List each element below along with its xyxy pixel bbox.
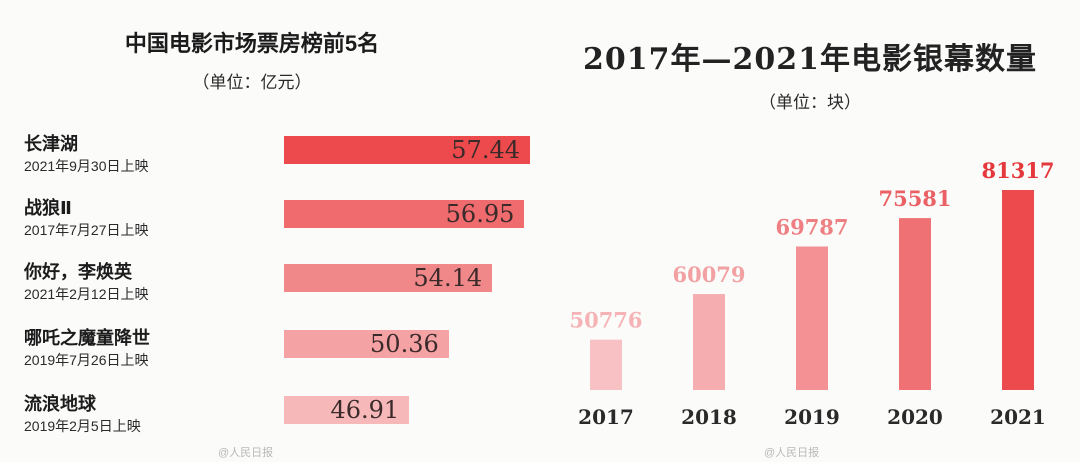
screen-count-bar-chart: 50776 2017 60079 2018 69787 2019 75581 2020 8131… bbox=[569, 158, 1054, 429]
bar-value-label: 60079 bbox=[672, 262, 745, 287]
year-tick-label: 2019 bbox=[784, 405, 840, 429]
film-release-date: 2017年7月27日上映 bbox=[24, 222, 149, 238]
bar-value-label: 75581 bbox=[878, 186, 951, 211]
film-row: 长津湖 2021年9月30日上映 57.44 bbox=[24, 130, 530, 178]
bar-value-label: 50.36 bbox=[370, 330, 439, 358]
film-release-date: 2019年7月26日上映 bbox=[24, 352, 149, 368]
bar-value-label: 69787 bbox=[775, 214, 848, 239]
weibo-watermark: @人民日报 bbox=[764, 447, 820, 459]
film-row: 战狼Ⅱ 2017年7月27日上映 56.95 bbox=[24, 194, 525, 242]
bar-value-label: 56.95 bbox=[445, 200, 515, 228]
screen-count-bar bbox=[1002, 190, 1034, 390]
box-office-bar: 50.36 bbox=[284, 330, 449, 358]
film-row: 哪吒之魔童降世 2019年7月26日上映 50.36 bbox=[24, 324, 524, 372]
box-office-bar: 54.14 bbox=[284, 264, 493, 292]
year-tick-label: 2018 bbox=[681, 405, 737, 429]
box-office-bar: 57.44 bbox=[284, 136, 530, 164]
left-chart-title: 中国电影市场票房榜前5名 bbox=[124, 31, 380, 56]
film-name: 流浪地球 bbox=[24, 394, 96, 414]
year-tick-label: 2020 bbox=[887, 405, 943, 429]
film-name: 长津湖 bbox=[24, 134, 78, 154]
screen-count-bar bbox=[796, 246, 828, 390]
film-row: 流浪地球 2019年2月5日上映 46.91 bbox=[24, 390, 524, 438]
weibo-watermark: @人民日报 bbox=[218, 447, 274, 459]
right-chart-unit: （单位：块） bbox=[759, 93, 861, 112]
film-row: 你好，李焕英 2021年2月12日上映 54.14 bbox=[24, 258, 524, 306]
screen-count-bar bbox=[693, 294, 725, 390]
bar-value-label: 50776 bbox=[569, 308, 642, 333]
film-release-date: 2021年9月30日上映 bbox=[24, 158, 149, 174]
screen-count-bar bbox=[590, 339, 622, 390]
box-office-bar: 56.95 bbox=[284, 200, 525, 228]
box-office-bar: 46.91 bbox=[284, 396, 410, 424]
right-chart-title: 2017年—2021年电影银幕数量 bbox=[583, 42, 1037, 77]
left-chart-unit: （单位：亿元） bbox=[192, 73, 312, 92]
bar-value-label: 46.91 bbox=[330, 396, 400, 424]
bar-value-label: 54.14 bbox=[413, 264, 483, 292]
bar-value-label: 57.44 bbox=[451, 136, 520, 164]
year-tick-label: 2017 bbox=[578, 405, 634, 429]
film-release-date: 2021年2月12日上映 bbox=[24, 286, 149, 302]
year-tick-label: 2021 bbox=[990, 405, 1046, 429]
bar-value-label: 81317 bbox=[981, 158, 1054, 183]
screen-count-bar bbox=[899, 218, 931, 390]
film-release-date: 2019年2月5日上映 bbox=[24, 418, 141, 434]
film-name: 哪吒之魔童降世 bbox=[24, 328, 150, 348]
film-name: 你好，李焕英 bbox=[24, 262, 132, 282]
film-name: 战狼Ⅱ bbox=[24, 198, 72, 218]
